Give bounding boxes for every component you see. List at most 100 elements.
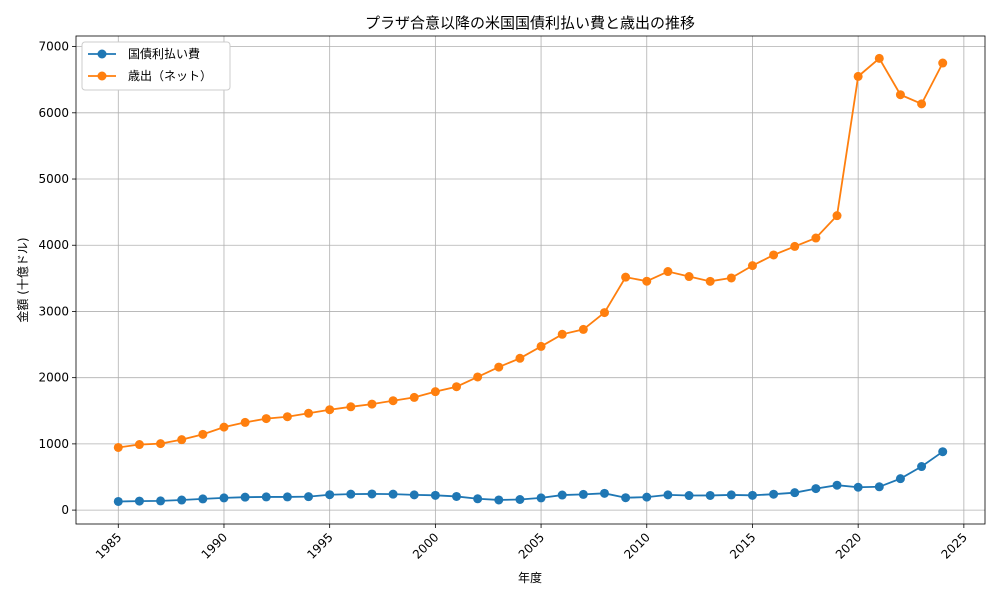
data-point [325,405,335,415]
legend-marker [97,49,107,59]
x-axis-label: 年度 [518,570,542,585]
data-point [325,490,335,500]
legend-box [81,41,231,91]
data-point [452,382,462,392]
data-point [494,495,504,505]
data-point [769,489,779,499]
data-point [346,489,356,499]
data-point [747,261,757,271]
data-point [304,408,314,418]
data-point [536,493,546,503]
series-group [113,53,948,506]
data-point [240,492,250,502]
y-tick-label: 0 [61,503,69,517]
data-point [261,414,271,424]
data-point [282,492,292,502]
chart-title: プラザ合意以降の米国国債利払い費と歳出の推移 [365,14,695,32]
data-point [895,90,905,100]
data-point [177,495,187,505]
data-point [261,492,271,502]
legend-item: 国債利払い費 [88,46,200,61]
data-point [282,412,292,422]
data-point [113,496,123,506]
data-point [747,490,757,500]
data-point [473,372,483,382]
data-point [621,272,631,282]
y-tick-label: 5000 [38,172,69,186]
y-tick-label: 7000 [38,40,69,54]
data-point [663,267,673,277]
y-tick-label: 6000 [38,106,69,120]
data-point [367,399,377,409]
data-point [726,490,736,500]
legend-label: 国債利払い費 [128,46,200,61]
series-1 [113,53,948,452]
data-point [304,492,314,502]
data-point [473,494,483,504]
y-tick-label: 4000 [38,238,69,252]
legend-item: 歳出（ネット） [88,69,212,83]
data-point [134,496,144,506]
data-point [811,233,821,243]
data-point [240,417,250,427]
data-point [515,353,525,363]
data-point [494,362,504,372]
data-point [219,422,229,432]
data-point [684,272,694,282]
data-point [811,484,821,494]
data-point [557,329,567,339]
data-point [895,474,905,484]
series-line [118,56,944,449]
data-point [599,308,609,318]
data-point [726,273,736,283]
data-point [938,447,948,457]
data-point [705,276,715,286]
data-point [430,387,440,397]
data-point [156,496,166,506]
data-point [663,490,673,500]
data-point [536,341,546,351]
data-point [177,435,187,445]
grid-lines [76,36,985,524]
data-point [917,99,927,109]
data-point [219,493,229,503]
data-point [642,276,652,286]
data-point [599,488,609,498]
data-point [769,250,779,260]
data-point [367,489,377,499]
data-point [346,402,356,412]
data-point [705,490,715,500]
data-point [452,491,462,501]
y-axis-label: 金額 (十億ドル) [15,237,30,322]
y-tick-label: 1000 [38,437,69,451]
data-point [832,211,842,221]
data-point [515,495,525,504]
data-point [917,462,927,472]
data-point [642,492,652,502]
data-point [409,490,419,500]
legend-marker [97,71,107,81]
data-point [621,493,631,503]
data-point [853,71,863,81]
data-point [578,324,588,334]
plot-frame [75,35,986,525]
data-point [874,482,884,492]
data-point [853,482,863,492]
data-point [790,241,800,251]
data-point [557,490,567,500]
data-point [832,480,842,490]
y-tick-label: 3000 [38,304,69,318]
legend-label: 歳出（ネット） [128,69,212,83]
data-point [113,442,123,452]
data-point [388,396,398,406]
data-point [684,491,694,501]
data-point [156,439,166,449]
data-point [198,429,208,439]
data-point [409,392,419,402]
data-point [430,490,440,500]
y-tick-label: 2000 [38,371,69,385]
series-line [118,450,944,503]
